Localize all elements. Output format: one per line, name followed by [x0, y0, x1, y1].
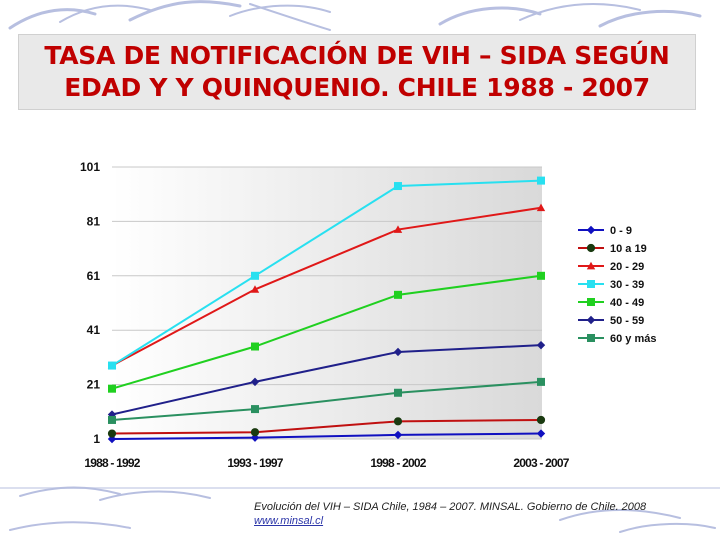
source-caption: Evolución del VIH – SIDA Chile, 1984 – 2… — [254, 500, 704, 528]
data-point — [394, 182, 402, 191]
series-line — [111, 179, 542, 367]
caption-text: Evolución del VIH – SIDA Chile, 1984 – 2… — [254, 501, 647, 513]
legend-marker — [586, 261, 596, 270]
legend-item-0: 0 - 9 — [578, 225, 632, 237]
plot-area — [112, 167, 542, 439]
legend-item-6: 60 y más — [578, 333, 656, 345]
series-line — [111, 380, 542, 421]
legend-label: 50 - 59 — [610, 315, 644, 327]
series-line — [111, 274, 542, 390]
legend-item-3: 30 - 39 — [578, 279, 644, 291]
legend-label: 10 a 19 — [610, 243, 647, 255]
data-point — [537, 176, 545, 185]
y-tick-label: 101 — [80, 160, 100, 174]
data-point — [108, 384, 116, 393]
title-banner: TASA DE NOTIFICACIÓN DE VIH – SIDA SEGÚN… — [18, 34, 696, 110]
legend-label: 30 - 39 — [610, 279, 644, 291]
data-point — [393, 417, 403, 426]
chart-panel: 1 21 41 61 81 101 1988 - 1992 1993 - 1997 1998 … — [70, 143, 676, 475]
data-point — [250, 285, 260, 293]
legend-marker — [586, 315, 596, 325]
data-point — [107, 429, 117, 438]
series-line — [111, 206, 542, 367]
series-6 — [108, 377, 545, 424]
data-point — [536, 415, 546, 425]
data-point — [394, 290, 402, 299]
data-point — [250, 428, 260, 437]
y-tick-label: 21 — [87, 378, 101, 392]
page-title-line-2: EDAD Y Y QUINQUENIO. CHILE 1988 - 2007 — [64, 73, 650, 102]
y-tick-label: 41 — [87, 323, 101, 337]
legend-label: 40 - 49 — [610, 297, 644, 309]
legend-item-5: 50 - 59 — [578, 315, 644, 327]
data-point — [108, 361, 116, 370]
legend-marker — [586, 225, 596, 235]
legend-marker — [587, 334, 595, 342]
series-line — [111, 344, 542, 416]
legend-item-2: 20 - 29 — [578, 261, 644, 273]
legend-item-4: 40 - 49 — [578, 297, 644, 309]
legend-label: 20 - 29 — [610, 261, 644, 273]
page-title-line-1: TASA DE NOTIFICACIÓN DE VIH – SIDA SEGÚN — [44, 41, 670, 70]
data-point — [251, 342, 259, 351]
legend-marker — [587, 280, 595, 288]
x-tick-label: 1993 - 1997 — [227, 456, 283, 470]
y-tick-label: 1 — [93, 432, 100, 446]
line-chart: 1 21 41 61 81 101 1988 - 1992 1993 - 1997 1998 … — [80, 160, 657, 470]
x-tick-label: 2003 - 2007 — [513, 456, 569, 470]
source-link[interactable]: www.minsal.cl — [254, 515, 324, 527]
series-line — [111, 432, 542, 440]
data-point — [537, 271, 545, 280]
legend-item-1: 10 a 19 — [578, 243, 647, 255]
legend-label: 60 y más — [610, 333, 656, 345]
legend-marker — [587, 298, 595, 306]
legend-marker — [586, 243, 596, 253]
legend-label: 0 - 9 — [610, 225, 632, 237]
series-line — [111, 418, 542, 435]
data-point — [536, 429, 546, 438]
data-point — [393, 225, 403, 233]
data-point — [251, 271, 259, 280]
y-tick-label: 81 — [87, 214, 101, 228]
y-tick-label: 61 — [87, 269, 101, 283]
data-point — [108, 415, 116, 424]
data-point — [537, 377, 545, 386]
data-point — [250, 377, 260, 387]
series-1 — [107, 415, 546, 438]
data-point — [394, 388, 402, 397]
data-point — [393, 347, 403, 357]
x-tick-label: 1998 - 2002 — [370, 456, 426, 470]
data-point — [536, 340, 546, 350]
data-point — [393, 430, 403, 440]
x-tick-label: 1988 - 1992 — [84, 456, 140, 470]
data-point — [251, 405, 259, 414]
data-point — [536, 203, 546, 212]
series-3 — [108, 176, 545, 370]
series-4 — [108, 271, 545, 393]
